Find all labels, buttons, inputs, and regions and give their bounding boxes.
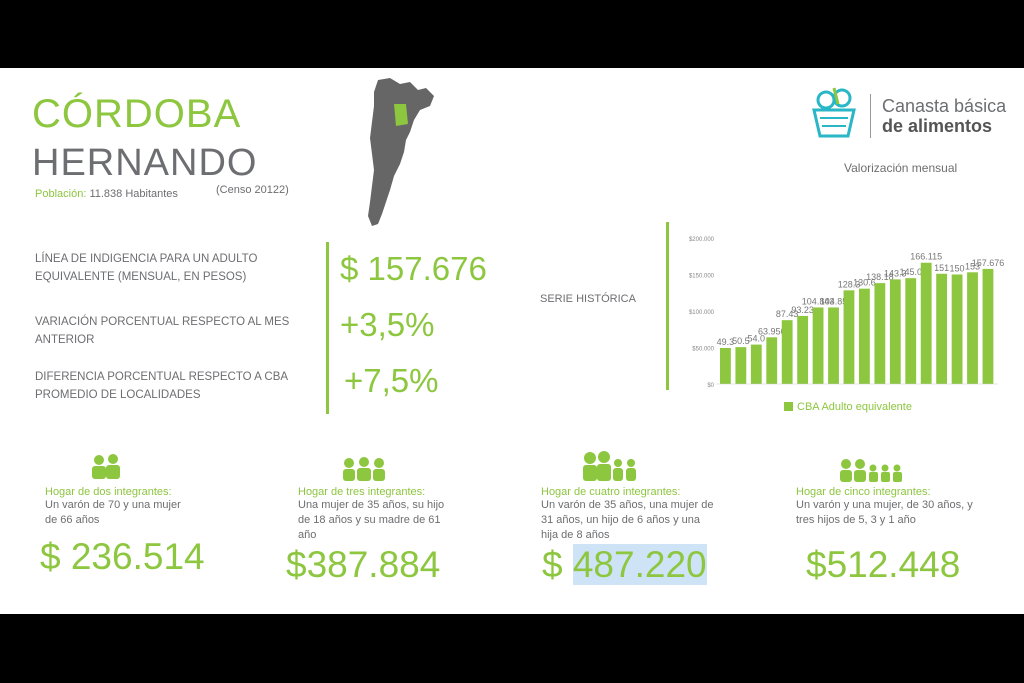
household-desc: Un varón y una mujer, de 30 años, y tres… (796, 499, 973, 526)
chart-bar (889, 279, 901, 384)
bar-data-label: 153 (965, 261, 980, 271)
household-title: Hogar de dos integrantes: (45, 486, 172, 498)
census-note: (Censo 20122) (216, 184, 289, 196)
household-title: Hogar de cinco integrantes: (796, 486, 931, 498)
logo-divider (870, 94, 871, 138)
stat-label-indigencia: LÍNEA DE INDIGENCIA PARA UN ADULTO EQUIV… (35, 253, 258, 283)
legend-label: CBA Adulto equivalente (797, 401, 912, 413)
province-title: CÓRDOBA (32, 92, 242, 136)
chart-bar (828, 307, 839, 384)
logo-line1: Canasta básica (882, 96, 1007, 116)
basket-icon (812, 87, 856, 138)
population: Población: 11.838 Habitantes (35, 188, 178, 200)
household-desc: Un varón de 35 años, una mujer de 31 año… (541, 499, 714, 541)
population-label: Población: (35, 188, 87, 200)
household-title: Hogar de cuatro integrantes: (541, 486, 681, 498)
bar-data-label: 93.23 (791, 305, 814, 315)
stat-value-indigencia: $ 157.676 (340, 250, 487, 287)
four-people-icon (583, 451, 636, 481)
bar-data-label: 50.5 (732, 336, 750, 346)
y-tick-label: $0 (707, 383, 714, 389)
bar-data-label: 128.3 (838, 279, 861, 289)
household-two-value: $ 236.514 (40, 536, 205, 577)
bar-data-label: 143.3 (884, 268, 907, 278)
bar-data-label: 166.115 (910, 252, 942, 262)
chart-bar (920, 262, 932, 384)
chart-bar (797, 315, 809, 384)
chart-bar (735, 347, 747, 384)
household-desc: Una mujer de 35 años, su hijo de 18 años… (298, 499, 445, 541)
chart-bar (766, 337, 778, 384)
chart-bar (905, 278, 917, 384)
stat-label-variacion: VARIACIÓN PORCENTUAL RESPECTO AL MES ANT… (35, 316, 290, 346)
household-desc: Un varón de 70 y una mujer de 66 años (45, 499, 181, 526)
chart-bar (982, 268, 994, 384)
population-value: 11.838 Habitantes (89, 188, 178, 200)
chart-bar (874, 283, 886, 384)
logo-subtitle: Valorización mensual (844, 161, 958, 175)
department-title: HERNANDO (32, 142, 258, 184)
legend-swatch (784, 402, 793, 411)
stats-divider (326, 242, 329, 414)
chart-accent-line (666, 222, 669, 390)
y-tick-label: $150.000 (689, 274, 715, 280)
two-people-icon (92, 454, 120, 479)
bar-data-label: 130.6 (853, 278, 876, 288)
infographic-slide: CÓRDOBA HERNANDO Población: 11.838 Habit… (0, 68, 1024, 614)
bar-data-label: 63.956 (758, 326, 786, 336)
bar-data-label: 150 (950, 264, 965, 274)
bar-data-label: 49.3 (717, 337, 735, 347)
chart-bar (936, 273, 948, 384)
household-four: Hogar de cuatro integrantes: Un varón de… (541, 486, 761, 543)
chart-bar (843, 290, 855, 384)
chart-bar (859, 288, 870, 384)
stat-value-variacion: +3,5% (340, 306, 435, 343)
logo-line2: de alimentos (882, 116, 993, 136)
bar-data-label: 54.0 (748, 334, 766, 344)
y-tick-label: $200.000 (689, 237, 715, 243)
bar-data-label: 145.0 (899, 267, 922, 277)
stat-value-diferencia: +7,5% (344, 362, 439, 399)
five-people-icon (840, 459, 902, 482)
highlighted-amount: 487.220 (572, 544, 707, 585)
bar-data-label: 87.43 (776, 309, 799, 319)
bar-data-label: 104.843 (802, 296, 835, 306)
three-people-icon (343, 457, 385, 481)
stat-label-diferencia: DIFERENCIA PORCENTUAL RESPECTO A CBA PRO… (35, 371, 288, 401)
household-two: Hogar de dos integrantes: Un varón de 70… (45, 486, 265, 528)
chart-bar (951, 274, 963, 384)
bar-data-label: 157.676 (972, 258, 1004, 268)
serie-historica-label: SERIE HISTÓRICA (540, 293, 636, 305)
chart-bar (967, 272, 978, 384)
bar-data-label: 151 (934, 263, 949, 273)
bar-data-label: 138.18 (866, 272, 894, 282)
household-three: Hogar de tres integrantes: Una mujer de … (298, 486, 518, 543)
chart-bar (750, 344, 762, 384)
argentina-map-icon (368, 78, 434, 226)
chart-bar (812, 307, 824, 384)
y-tick-label: $50.000 (692, 347, 714, 353)
historical-bar-chart: $0 $50.000 $100.000 $150.000 $200.000 49.350.… (666, 222, 1004, 413)
chart-bar (781, 320, 793, 384)
household-four-value: $ 487.220 (542, 544, 707, 586)
currency-symbol: $ (542, 544, 573, 585)
chart-bar (720, 348, 731, 384)
household-title: Hogar de tres integrantes: (298, 486, 426, 498)
bar-data-label: 104.85 (820, 296, 848, 306)
household-five-value: $512.448 (806, 544, 961, 585)
household-three-value: $387.884 (286, 544, 441, 585)
household-five: Hogar de cinco integrantes: Un varón y u… (796, 486, 1016, 528)
logo-text: Canasta básica de alimentos (882, 96, 1006, 136)
y-tick-label: $100.000 (689, 310, 715, 316)
